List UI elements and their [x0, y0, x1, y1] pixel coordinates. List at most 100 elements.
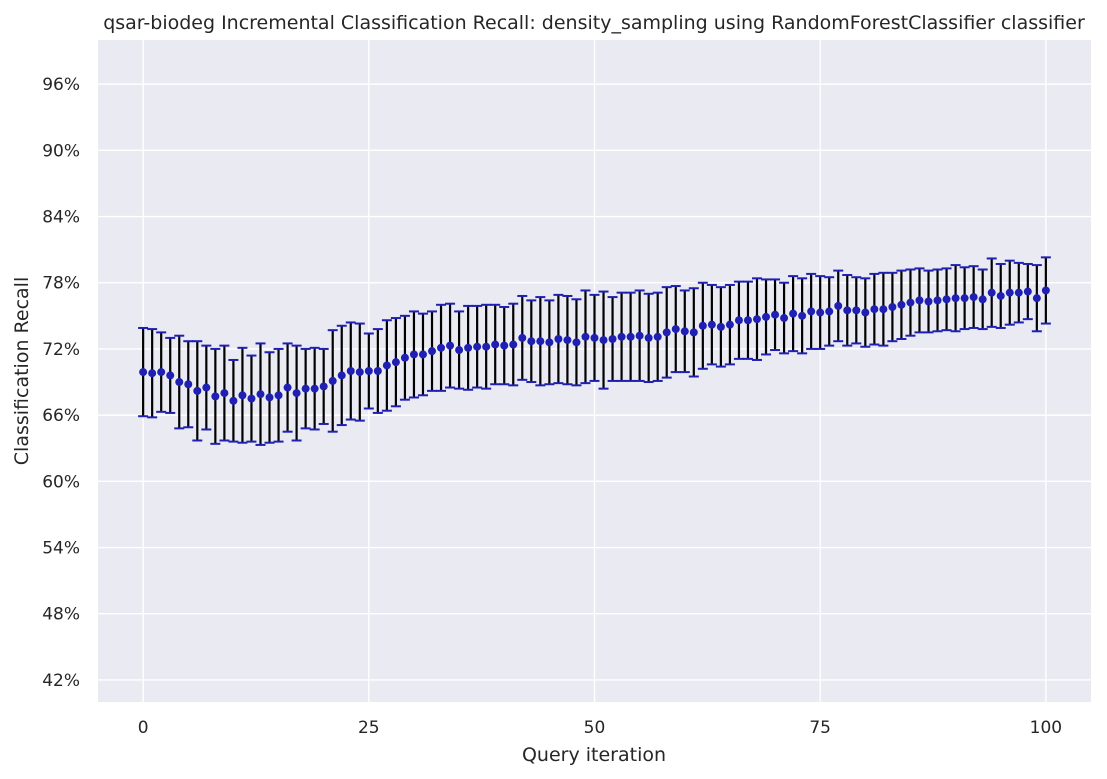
data-point [599, 336, 608, 345]
data-point [157, 368, 166, 377]
data-point [418, 350, 427, 359]
data-point [355, 368, 364, 377]
data-point [960, 294, 969, 303]
data-point [707, 320, 716, 329]
data-point [202, 383, 211, 392]
data-point [807, 307, 816, 316]
data-point [626, 332, 635, 341]
data-point [689, 328, 698, 337]
data-point [193, 386, 202, 395]
data-point [283, 383, 292, 392]
y-tick-label: 84% [42, 208, 80, 228]
x-tick-label: 50 [584, 718, 606, 738]
data-point [924, 297, 933, 306]
data-point [698, 321, 707, 330]
data-point [166, 371, 175, 380]
data-markers [139, 286, 1050, 405]
data-point [491, 340, 500, 349]
y-tick-label: 60% [42, 472, 80, 492]
data-point [617, 332, 626, 341]
data-point [428, 347, 437, 356]
data-point [915, 296, 924, 305]
data-point [256, 390, 265, 399]
y-tick-label: 78% [42, 274, 80, 294]
data-point [554, 335, 563, 344]
data-point [446, 341, 455, 350]
data-point [987, 288, 996, 297]
data-point [662, 328, 671, 337]
data-point [545, 338, 554, 347]
y-tick-label: 72% [42, 340, 80, 360]
data-point [139, 368, 148, 377]
data-point [1032, 294, 1041, 303]
data-point [789, 309, 798, 318]
data-point [247, 394, 256, 403]
data-point [500, 341, 509, 350]
data-point [825, 307, 834, 316]
data-point [969, 293, 978, 302]
data-point [608, 335, 617, 344]
data-point [464, 343, 473, 352]
data-point [148, 369, 157, 378]
x-tick-labels: 0 25 50 75 100 [138, 718, 1062, 738]
data-point [373, 367, 382, 375]
data-point [536, 337, 545, 346]
data-point [834, 301, 843, 310]
data-point [752, 315, 761, 324]
data-point [265, 393, 274, 402]
data-point [238, 391, 247, 400]
data-point [1023, 287, 1032, 296]
data-point [518, 333, 527, 342]
data-point [798, 311, 807, 320]
data-point [572, 338, 581, 347]
data-point [734, 316, 743, 325]
data-point [897, 300, 906, 309]
x-tick-label: 25 [358, 718, 380, 738]
data-point [364, 367, 373, 375]
x-tick-label: 0 [138, 718, 149, 738]
data-point [996, 291, 1005, 300]
y-tick-label: 96% [42, 75, 80, 95]
data-point [1041, 286, 1050, 295]
data-point [762, 312, 771, 321]
data-point [292, 389, 301, 398]
y-tick-label: 90% [42, 141, 80, 161]
data-point [310, 384, 319, 393]
data-point [455, 346, 464, 355]
data-point [382, 361, 391, 370]
y-tick-label: 54% [42, 539, 80, 559]
data-point [482, 342, 491, 351]
data-point [473, 342, 482, 351]
y-tick-label: 48% [42, 605, 80, 625]
data-point [978, 295, 987, 304]
data-point [229, 396, 238, 405]
data-point [816, 308, 825, 317]
data-point [437, 343, 446, 352]
data-point [563, 336, 572, 345]
data-point [175, 378, 184, 387]
data-point [590, 333, 599, 342]
data-point [391, 358, 400, 367]
y-tick-labels: 42% 48% 54% 60% 66% 72% 78% 84% 90% 96% [42, 75, 80, 691]
data-point [671, 325, 680, 334]
data-point [509, 340, 518, 349]
data-point [274, 391, 283, 400]
data-point [879, 305, 888, 314]
data-point [653, 332, 662, 341]
data-point [346, 367, 355, 375]
data-point [581, 332, 590, 341]
data-point [942, 295, 951, 304]
data-point [527, 337, 536, 346]
y-axis-label: Classification Recall [11, 277, 33, 465]
x-tick-label: 75 [809, 718, 831, 738]
data-point [888, 303, 897, 312]
data-point [861, 308, 870, 317]
data-point [644, 333, 653, 342]
data-point [409, 350, 418, 359]
data-point [933, 296, 942, 305]
x-axis-label: Query iteration [522, 744, 666, 766]
chart-title: qsar-biodeg Incremental Classification R… [103, 12, 1085, 34]
data-point [1005, 288, 1014, 297]
data-point [184, 380, 193, 389]
